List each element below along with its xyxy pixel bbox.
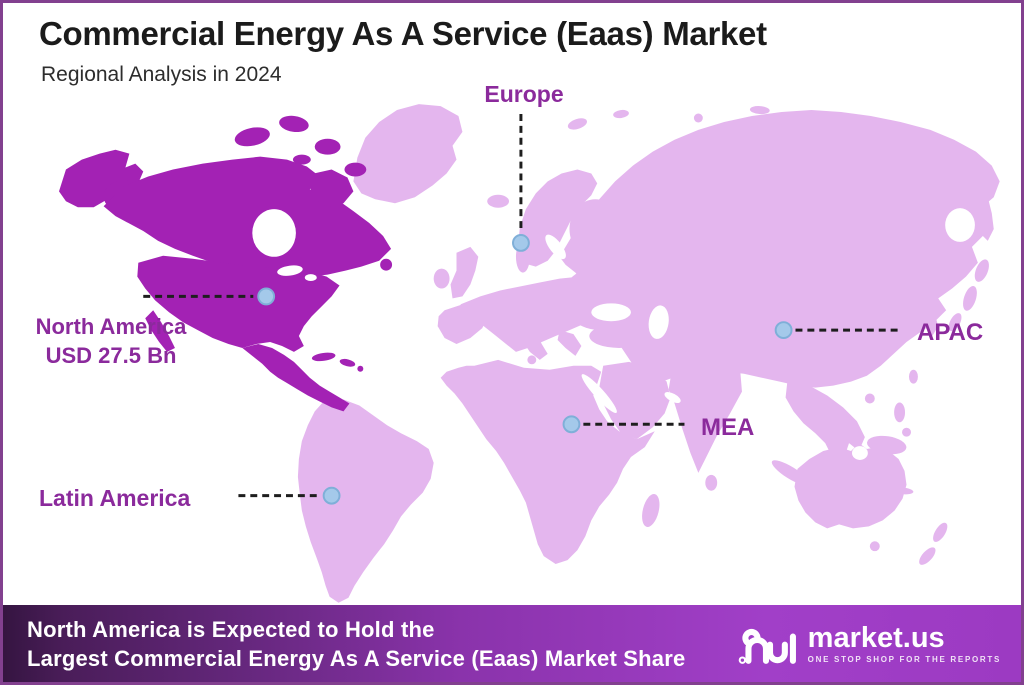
world-map bbox=[59, 104, 1000, 603]
marker-north-america bbox=[257, 287, 276, 306]
page-subtitle: Regional Analysis in 2024 bbox=[41, 63, 282, 86]
callout-label-north-america: North America USD 27.5 Bn bbox=[13, 312, 209, 370]
marker-mea bbox=[562, 415, 581, 434]
banner-headline: North America is Expected to Hold the La… bbox=[27, 615, 685, 673]
callout-markers bbox=[257, 233, 793, 505]
logo-tagline: ONE STOP SHOP FOR THE REPORTS bbox=[807, 654, 1001, 664]
north-america-value: USD 27.5 Bn bbox=[45, 343, 177, 368]
north-america-label: North America bbox=[35, 314, 187, 339]
inland-seas bbox=[545, 208, 975, 538]
continent-south-america bbox=[297, 399, 434, 603]
continent-europe bbox=[433, 169, 649, 365]
callout-label-latin-america: Latin America bbox=[39, 485, 191, 511]
marker-latin-america bbox=[322, 486, 341, 505]
banner-headline-line2: Largest Commercial Energy As A Service (… bbox=[27, 645, 686, 671]
callout-label-mea: MEA bbox=[701, 414, 755, 441]
marker-apac bbox=[774, 321, 793, 340]
continent-asia bbox=[559, 110, 1000, 481]
marker-europe bbox=[511, 233, 530, 252]
callout-label-apac: APAC bbox=[917, 319, 984, 346]
banner-headline-line1: North America is Expected to Hold the bbox=[27, 616, 435, 642]
logo-text-block: market.us ONE STOP SHOP FOR THE REPORTS bbox=[807, 621, 1001, 664]
continent-africa bbox=[440, 359, 660, 565]
continent-north-america-highlighted bbox=[59, 115, 393, 412]
continent-greenland bbox=[353, 104, 510, 208]
page-title: Commercial Energy As A Service (Eaas) Ma… bbox=[39, 15, 767, 52]
footer-banner: North America is Expected to Hold the La… bbox=[3, 605, 1021, 682]
marketus-logo[interactable]: market.us ONE STOP SHOP FOR THE REPORTS bbox=[737, 620, 1001, 668]
logo-wordmark: market.us bbox=[807, 621, 945, 654]
continent-australia bbox=[794, 435, 948, 565]
callout-lines bbox=[143, 114, 903, 498]
islands-asia-pacific bbox=[567, 106, 989, 502]
marketus-logo-icon bbox=[738, 628, 796, 664]
callout-label-europe: Europe bbox=[484, 81, 564, 107]
